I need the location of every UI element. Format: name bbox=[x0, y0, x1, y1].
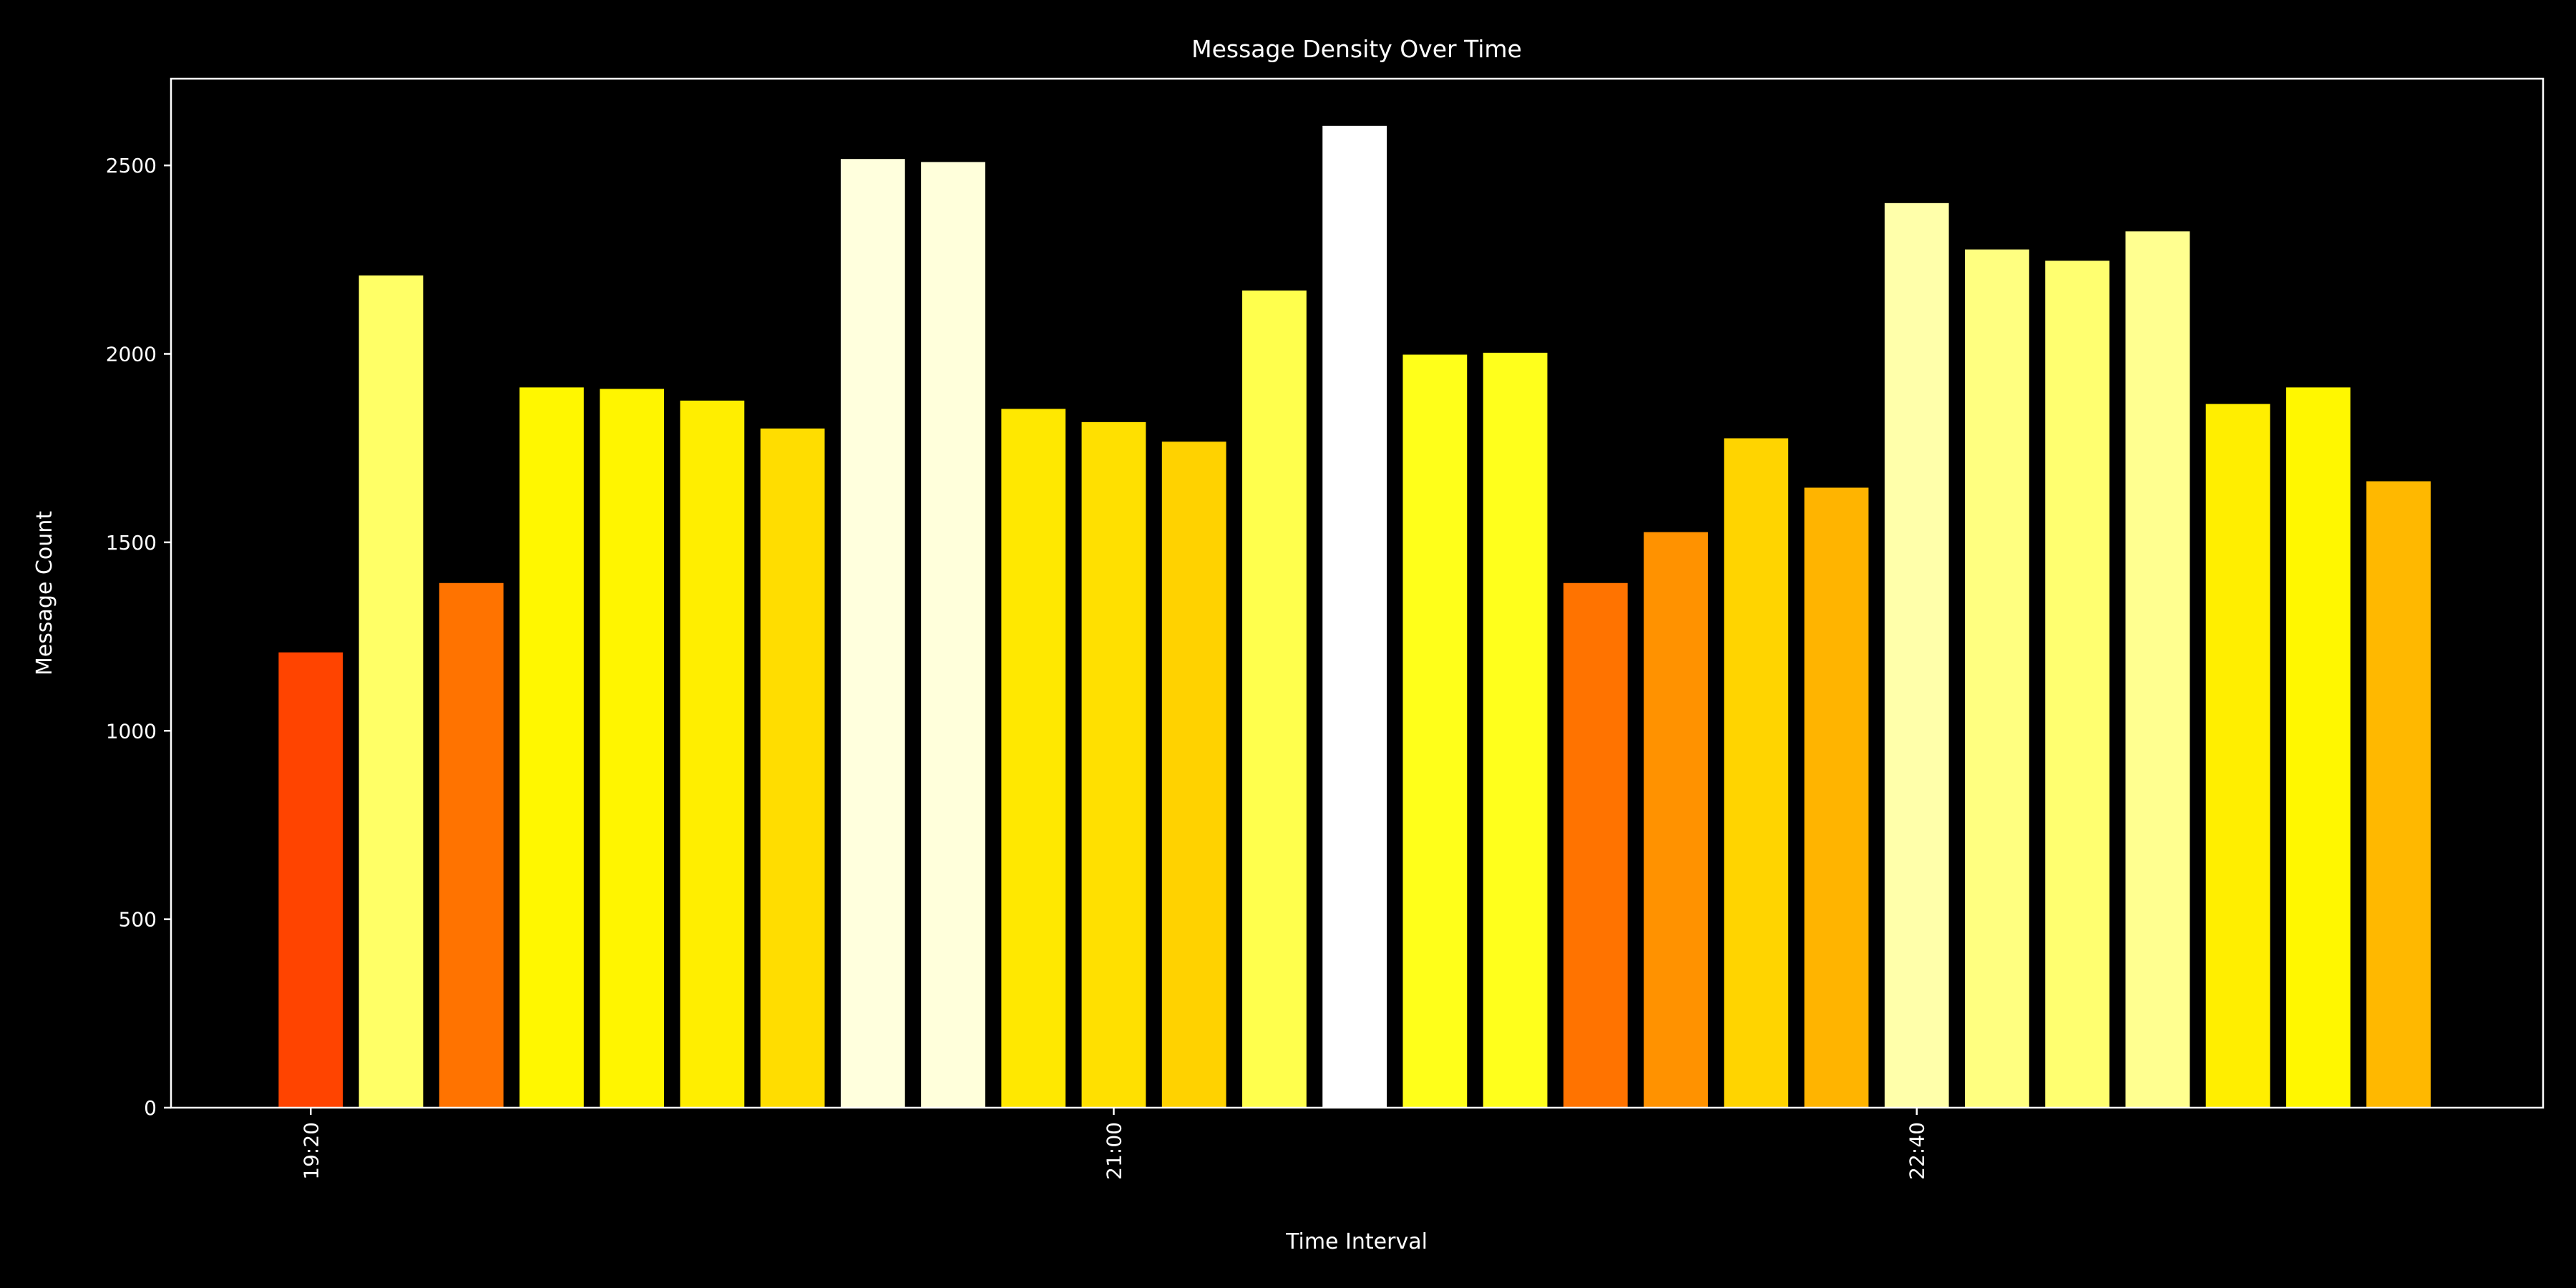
bar-19:50 bbox=[519, 387, 584, 1108]
x-axis-label: Time Interval bbox=[1285, 1229, 1428, 1254]
bar-20:30 bbox=[840, 159, 905, 1108]
bar-23:10 bbox=[2125, 231, 2190, 1108]
bar-21:30 bbox=[1322, 125, 1387, 1108]
y-ticks: 0 500 1000 1500 2000 2500 bbox=[106, 154, 171, 1120]
x-ticks: 19:20 21:00 22:40 bbox=[299, 1108, 1929, 1180]
y-tick-label: 1500 bbox=[106, 531, 157, 555]
bar-19:40 bbox=[439, 582, 504, 1108]
x-tick-label: 22:40 bbox=[1906, 1122, 1929, 1180]
bar-19:30 bbox=[358, 275, 424, 1108]
bar-22:00 bbox=[1563, 582, 1628, 1108]
bar-21:10 bbox=[1161, 441, 1226, 1108]
y-tick-label: 0 bbox=[144, 1096, 157, 1120]
y-tick-label: 1000 bbox=[106, 719, 157, 743]
bar-21:20 bbox=[1242, 291, 1307, 1108]
bar-22:30 bbox=[1804, 487, 1869, 1108]
bar-20:00 bbox=[600, 389, 665, 1108]
bar-20:20 bbox=[760, 428, 825, 1108]
axes-frame bbox=[170, 77, 2545, 1109]
bar-20:50 bbox=[1001, 409, 1066, 1108]
y-axis-label: Message Count bbox=[32, 511, 57, 675]
bar-19:20 bbox=[278, 652, 343, 1108]
bar-20:40 bbox=[921, 162, 985, 1108]
y-tick-label: 2500 bbox=[106, 154, 157, 177]
x-tick-label: 19:20 bbox=[299, 1122, 323, 1180]
y-tick-label: 500 bbox=[119, 908, 157, 932]
bar-21:00 bbox=[1081, 421, 1146, 1108]
x-tick-label: 21:00 bbox=[1102, 1122, 1126, 1180]
bar-22:40 bbox=[1884, 203, 1949, 1108]
chart-title: Message Density Over Time bbox=[1191, 35, 1522, 63]
bar-21:40 bbox=[1402, 354, 1468, 1108]
bar-23:40 bbox=[2366, 481, 2431, 1108]
bar-23:30 bbox=[2285, 387, 2351, 1108]
bar-22:50 bbox=[1965, 249, 2029, 1108]
bar-22:10 bbox=[1644, 532, 1708, 1108]
bar-20:10 bbox=[680, 400, 745, 1108]
bars bbox=[278, 125, 2431, 1108]
bar-22:20 bbox=[1724, 438, 1789, 1108]
bar-23:20 bbox=[2205, 404, 2270, 1108]
bar-23:00 bbox=[2045, 260, 2110, 1108]
y-tick-label: 2000 bbox=[106, 343, 157, 366]
bar-21:50 bbox=[1483, 352, 1548, 1108]
